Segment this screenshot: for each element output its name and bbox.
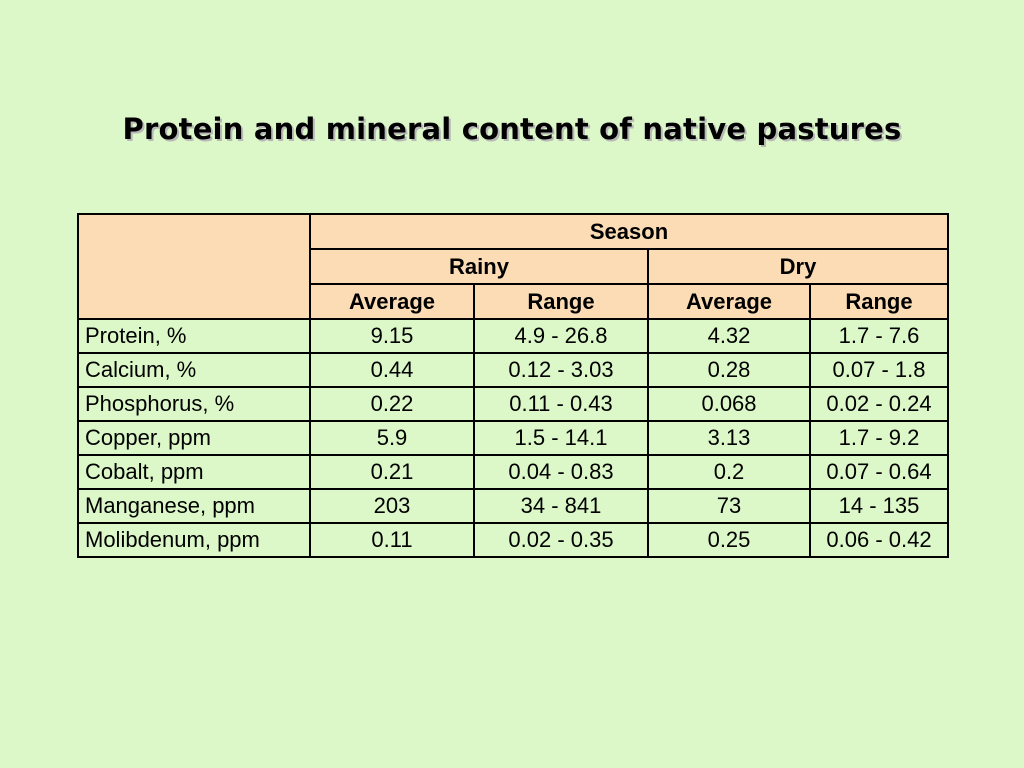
rainy-range-header: Range (473, 283, 649, 320)
season-dry-header: Dry (646, 248, 950, 285)
table-row: Phosphorus, % 0.22 0.11 - 0.43 0.068 0.0… (77, 386, 950, 422)
table-cell: 203 (309, 488, 475, 524)
table-row: Protein, % 9.15 4.9 - 26.8 4.32 1.7 - 7.… (77, 318, 950, 354)
season-rainy-header: Rainy (309, 248, 649, 285)
row-label: Calcium, % (77, 352, 311, 388)
row-label: Phosphorus, % (77, 386, 311, 422)
table-cell: 0.22 (309, 386, 475, 422)
table-cell: 9.15 (309, 318, 475, 354)
season-header: Season (308, 213, 950, 250)
dry-average-header: Average (647, 283, 811, 320)
table-row: Copper, ppm 5.9 1.5 - 14.1 3.13 1.7 - 9.… (77, 420, 950, 456)
table-cell: 0.28 (647, 352, 811, 388)
row-label: Protein, % (77, 318, 311, 354)
table-cell: 0.068 (647, 386, 811, 422)
table-cell: 0.06 - 0.42 (808, 522, 950, 558)
table-cell: 0.07 - 1.8 (808, 352, 950, 388)
rainy-average-header: Average (309, 283, 475, 320)
table-row: Molibdenum, ppm 0.11 0.02 - 0.35 0.25 0.… (77, 522, 950, 558)
table-cell: 0.21 (309, 454, 475, 490)
table-cell: 73 (647, 488, 811, 524)
table-cell: 14 - 135 (808, 488, 950, 524)
table-cell: 0.2 (647, 454, 811, 490)
table-row: Manganese, ppm 203 34 - 841 73 14 - 135 (77, 488, 950, 524)
table-cell: 4.32 (647, 318, 811, 354)
table-cell: 4.9 - 26.8 (473, 318, 649, 354)
table-cell: 1.7 - 7.6 (808, 318, 950, 354)
table-cell: 0.12 - 3.03 (473, 352, 649, 388)
slide-title: Protein and mineral content of native pa… (122, 112, 902, 146)
dry-range-header: Range (808, 283, 950, 320)
table-cell: 5.9 (309, 420, 475, 456)
table-cell: 0.44 (309, 352, 475, 388)
table-cell: 0.11 - 0.43 (473, 386, 649, 422)
table-cell: 1.7 - 9.2 (808, 420, 950, 456)
row-label: Molibdenum, ppm (77, 522, 311, 558)
table-cell: 0.02 - 0.24 (808, 386, 950, 422)
row-label: Cobalt, ppm (77, 454, 311, 490)
table-cell: 0.04 - 0.83 (473, 454, 649, 490)
table-cell: 0.25 (647, 522, 811, 558)
corner-cell (77, 213, 311, 320)
table-row: Cobalt, ppm 0.21 0.04 - 0.83 0.2 0.07 - … (77, 454, 950, 490)
pasture-content-table: Season Rainy Dry Average Range Average R… (77, 213, 950, 558)
row-label: Copper, ppm (77, 420, 311, 456)
row-label: Manganese, ppm (77, 488, 311, 524)
table-cell: 0.11 (309, 522, 475, 558)
table-cell: 0.02 - 0.35 (473, 522, 649, 558)
table-row: Calcium, % 0.44 0.12 - 3.03 0.28 0.07 - … (77, 352, 950, 388)
table-cell: 34 - 841 (473, 488, 649, 524)
table-cell: 3.13 (647, 420, 811, 456)
table-cell: 0.07 - 0.64 (808, 454, 950, 490)
table-cell: 1.5 - 14.1 (473, 420, 649, 456)
